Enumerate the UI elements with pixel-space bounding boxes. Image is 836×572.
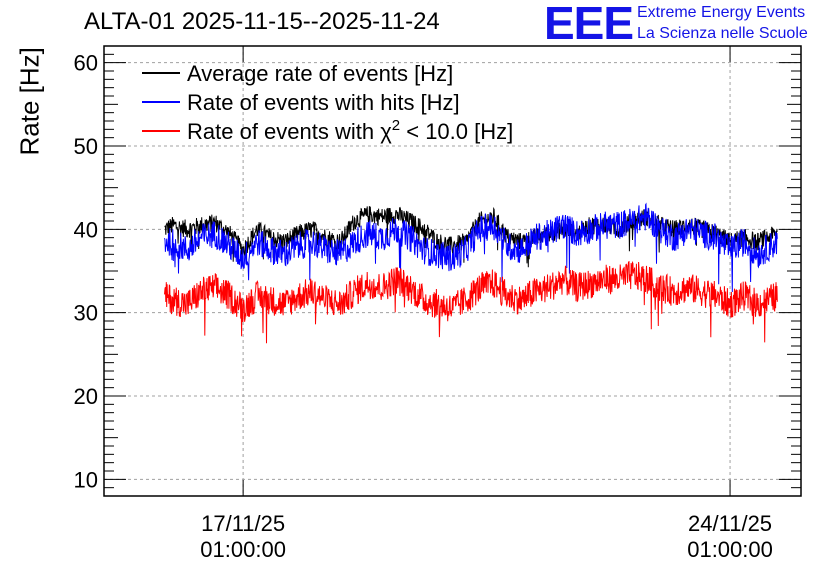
y-tick-label: 50 bbox=[74, 134, 98, 159]
x-tick-label-date: 17/11/25 bbox=[201, 511, 285, 536]
x-tick-label-time: 01:00:00 bbox=[687, 537, 773, 562]
y-tick-label: 40 bbox=[74, 217, 98, 242]
y-tick-label: 10 bbox=[74, 467, 98, 492]
logo-line-2: La Scienza nelle Scuole bbox=[637, 25, 808, 42]
series-line-3 bbox=[164, 260, 778, 344]
x-tick-label-date: 24/11/25 bbox=[688, 511, 772, 536]
chart-title: ALTA-01 2025-11-15--2025-11-24 bbox=[84, 8, 440, 35]
y-tick-label: 20 bbox=[74, 384, 98, 409]
series-line-2 bbox=[164, 202, 778, 293]
legend-label-2: Rate of events with hits [Hz] bbox=[187, 90, 460, 115]
eee-logo-icon: EEE bbox=[544, 0, 634, 49]
legend-label-3: Rate of events with χ2 < 10.0 [Hz] bbox=[187, 117, 513, 144]
y-tick-label: 30 bbox=[74, 301, 98, 326]
legend-label-1: Average rate of events [Hz] bbox=[187, 61, 453, 86]
logo-line-1: Extreme Energy Events bbox=[637, 4, 806, 21]
x-tick-label-time: 01:00:00 bbox=[200, 537, 286, 562]
y-tick-label: 60 bbox=[74, 51, 98, 76]
